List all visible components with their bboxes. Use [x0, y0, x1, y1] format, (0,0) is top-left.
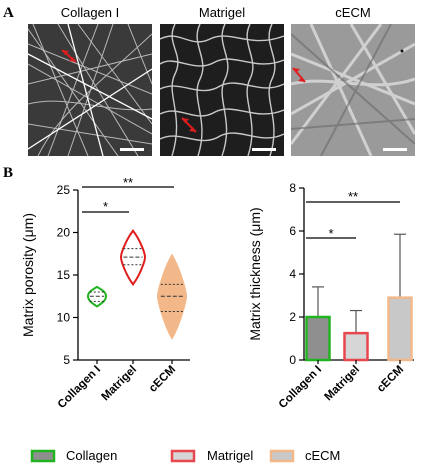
legend: Collagen Matrigel cECM [0, 440, 433, 470]
legend-swatch-matrigel [170, 449, 196, 463]
scale-bar [383, 148, 407, 151]
x-tick-label: Collagen I [277, 364, 324, 411]
legend-swatch-collagen [30, 449, 56, 463]
y-tick-label: 0 [289, 353, 296, 367]
y-tick-label: 10 [57, 311, 71, 325]
legend-item-collagen: Collagen [30, 448, 117, 463]
significance-label: * [328, 226, 333, 241]
violin-chart: 5 10 15 20 25 Matrix porosity (μm) Collagen IM… [20, 175, 190, 411]
micrograph-collagen [28, 24, 152, 156]
significance-label: ** [123, 175, 133, 190]
y-tick-label: 4 [289, 267, 296, 281]
x-tick-label: Matrigel [99, 364, 139, 404]
bar-chart: 0 2 4 6 8 Matrix thickness (μm) Collagen IMatr… [247, 181, 414, 411]
y-axis-title: Matrix porosity (μm) [20, 213, 36, 337]
image-title-matrigel: Matrigel [198, 5, 246, 20]
legend-graphic: Collagen Matrigel cECM [30, 448, 340, 463]
legend-swatch-cecm [269, 449, 295, 463]
scale-bar [120, 148, 144, 151]
legend-label-cecm: cECM [305, 448, 340, 463]
significance-label: ** [348, 189, 358, 204]
legend-item-matrigel: Matrigel [170, 448, 253, 463]
micrograph-matrigel-graphic [160, 24, 284, 156]
x-tick-label: cECM [375, 364, 406, 395]
image-title-cecm: cECM [335, 5, 371, 20]
bar-1 [343, 331, 369, 362]
panel-b-letter: B [3, 165, 14, 181]
violin-2 [156, 253, 188, 340]
legend-item-cecm: cECM [269, 448, 340, 463]
bar-2 [387, 296, 413, 362]
y-axis-title: Matrix thickness (μm) [247, 207, 263, 340]
y-tick-label: 20 [57, 226, 71, 240]
bar-0 [305, 315, 331, 362]
y-tick-label: 25 [57, 183, 71, 197]
y-tick-label: 2 [289, 310, 296, 324]
micrograph-cecm [291, 24, 415, 156]
micrograph-matrigel [160, 24, 284, 156]
panel-a-letter: A [3, 5, 14, 21]
scale-bar [252, 148, 276, 151]
y-tick-label: 6 [289, 224, 296, 238]
x-tick-label: Matrigel [322, 364, 362, 404]
significance-label: * [103, 199, 108, 214]
legend-label-collagen: Collagen [66, 448, 117, 463]
micrograph-cecm-graphic [291, 24, 415, 156]
x-tick-label: Collagen I [56, 364, 103, 411]
y-tick-label: 15 [57, 268, 71, 282]
y-tick-label: 8 [289, 181, 296, 195]
image-title-collagen: Collagen I [60, 5, 120, 20]
legend-label-matrigel: Matrigel [207, 448, 253, 463]
micrograph-collagen-graphic [28, 24, 152, 156]
x-tick-label: cECM [147, 364, 178, 395]
y-tick-label: 5 [63, 353, 70, 367]
